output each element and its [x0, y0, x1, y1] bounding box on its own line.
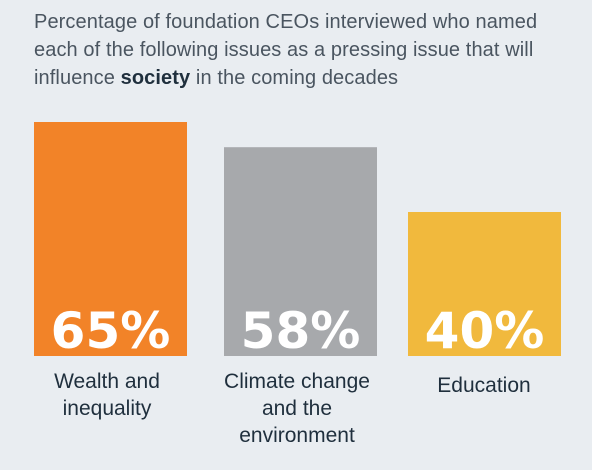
chart-title-before: Percentage of foundation CEOs interviewe… [34, 11, 538, 89]
chart-title-emphasis: society [120, 67, 191, 89]
bar-value-label-1: 65% [51, 302, 171, 360]
bar-1 [34, 122, 187, 356]
bar-value-label-3: 40% [425, 302, 545, 360]
bar-value-label-2: 58% [241, 302, 361, 360]
category-label-1: Wealth and inequality [54, 370, 160, 420]
chart-title-after: in the coming decades [190, 67, 399, 89]
category-label-3: Education [437, 374, 531, 397]
bar-2 [224, 147, 377, 356]
chart-title: Percentage of foundation CEOs interviewe… [34, 8, 574, 92]
bar-3 [408, 212, 561, 356]
category-label-2: Climate change and the environment [224, 370, 370, 447]
